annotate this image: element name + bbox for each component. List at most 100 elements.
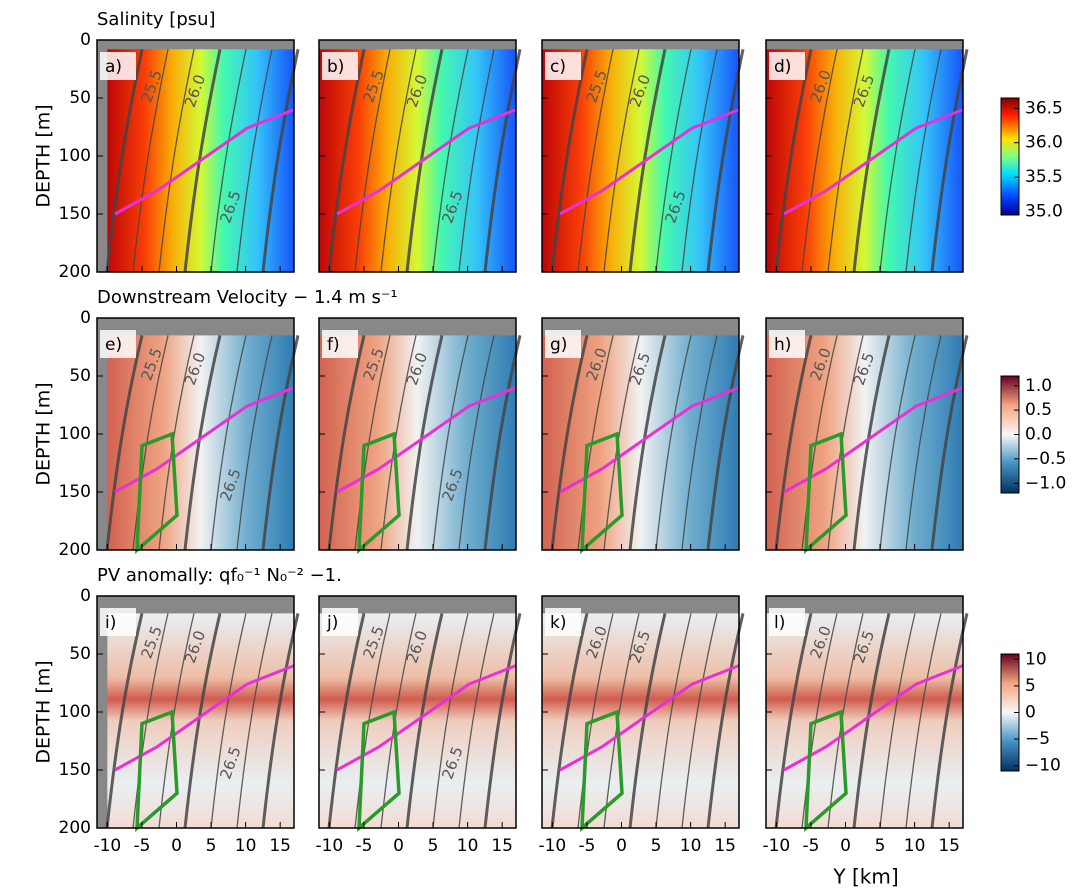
y-tick-label: 0 [80, 586, 91, 606]
y-axis-label: DEPTH [m] [33, 104, 55, 207]
contour-line [236, 49, 273, 273]
contour-line [132, 335, 169, 551]
panel-label-box [322, 330, 358, 358]
contour-line [655, 613, 692, 829]
contour-line [827, 49, 864, 273]
contour-line [354, 49, 391, 273]
y-tick-label: 150 [59, 760, 91, 780]
contour-line [483, 335, 522, 551]
x-tick-label: 15 [269, 836, 291, 856]
contour-line [852, 613, 891, 829]
mixed-layer-line [336, 108, 517, 216]
contour-line [432, 335, 469, 551]
panel-label-box [100, 330, 136, 358]
y-tick-label: 50 [69, 88, 91, 108]
contour-line [852, 335, 891, 551]
panel-label-box [100, 52, 136, 80]
front-outline [580, 431, 624, 555]
y-tick-label: 100 [59, 146, 91, 166]
contour-line [380, 613, 417, 829]
contour-line [183, 613, 222, 829]
mixed-layer-line [114, 386, 295, 494]
x-tick-label: 0 [393, 836, 404, 856]
contour-line [603, 335, 640, 551]
contour-line [132, 613, 169, 829]
front-outline [135, 709, 179, 833]
colorbar-tick-label: 5 [1025, 676, 1036, 696]
panel-label-box [545, 608, 581, 636]
contour-line [261, 48, 300, 273]
y-tick-label: 50 [69, 366, 91, 386]
field [319, 49, 516, 272]
mixed-layer-line [559, 664, 740, 772]
x-tick-label: 10 [904, 836, 926, 856]
contour-line [905, 335, 942, 551]
panel-label-box [322, 608, 358, 636]
contour-line [105, 613, 144, 829]
colorbar-tick-label: 0.5 [1025, 400, 1052, 420]
colorbar-tick-label: 1.0 [1025, 376, 1052, 396]
contour-line [236, 613, 273, 829]
contour-line [550, 613, 589, 829]
panel-label-box [545, 330, 581, 358]
contour-line [261, 335, 300, 551]
contour-line [158, 335, 195, 551]
contour-line [879, 335, 916, 551]
front-outline [135, 431, 179, 555]
colorbar-tick-label: −10 [1025, 756, 1061, 776]
contour-line [432, 613, 469, 829]
front-outline [804, 709, 848, 833]
panel-label: b) [327, 57, 344, 77]
contour-line [327, 335, 366, 551]
mixed-layer-line [559, 108, 740, 216]
x-tick-label: 10 [235, 836, 257, 856]
contour-line [577, 613, 614, 829]
y-tick-label: 150 [59, 482, 91, 502]
mixed-layer-line [783, 386, 964, 494]
x-tick-label: 15 [714, 836, 736, 856]
colorbar-tick-label: 0 [1025, 703, 1036, 723]
y-tick-label: 200 [59, 540, 91, 560]
panel-label: l) [774, 613, 785, 633]
y-tick-label: 200 [59, 818, 91, 838]
y-axis-label: DEPTH [m] [33, 382, 55, 485]
colorbar [1000, 97, 1020, 216]
contour-line [405, 48, 444, 273]
field [766, 49, 963, 272]
y-tick-label: 150 [59, 204, 91, 224]
y-tick-label: 200 [59, 262, 91, 282]
y-tick-label: 100 [59, 702, 91, 722]
contour-line [183, 48, 222, 273]
contour-line [801, 49, 838, 273]
panel-label: g) [550, 335, 567, 355]
x-tick-label: -10 [762, 836, 790, 856]
contour-line [827, 335, 864, 551]
panel-label: f) [327, 335, 340, 355]
contour-line [852, 48, 891, 273]
contour-line [354, 613, 391, 829]
contour-line [458, 49, 495, 273]
contour-line [930, 48, 969, 273]
mixed-layer-line [783, 108, 964, 216]
contour-line [483, 613, 522, 829]
contour-line [432, 49, 469, 273]
contour-line [681, 613, 718, 829]
x-tick-label: -10 [538, 836, 566, 856]
panel-label-box [545, 52, 581, 80]
contour-line [158, 613, 195, 829]
x-axis-label: Y [km] [832, 865, 898, 889]
contour-line [405, 335, 444, 551]
x-tick-label: 5 [428, 836, 439, 856]
contour-line [105, 48, 144, 273]
front-outline [580, 709, 624, 833]
contour-line [380, 49, 417, 273]
contour-line [706, 335, 745, 551]
panel-label: j) [326, 613, 338, 633]
contour-line [603, 613, 640, 829]
field [542, 49, 739, 272]
panel-label: i) [105, 613, 116, 633]
panel-label-box [100, 608, 136, 636]
contour-line [405, 613, 444, 829]
colorbar-tick-label: −1.0 [1025, 473, 1066, 493]
contour-line [930, 335, 969, 551]
